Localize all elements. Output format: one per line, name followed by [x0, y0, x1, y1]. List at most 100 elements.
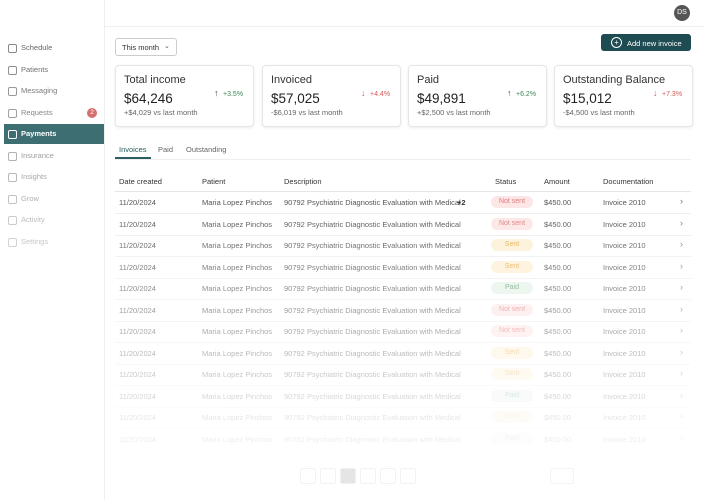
documentation-cell: Invoice 2010 — [603, 327, 646, 336]
table-row[interactable]: 11/20/2024 Maria Lopez Pinchos 90792 Psych… — [115, 407, 691, 429]
patient-cell: Maria Lopez Pinchos — [202, 434, 273, 444]
card-value: $15,012 — [563, 91, 612, 106]
nav-item[interactable]: Schedule — [4, 38, 104, 58]
change-arrow: ↓ — [361, 88, 366, 98]
page-button[interactable] — [320, 468, 336, 484]
page-button[interactable] — [360, 468, 376, 484]
column-header: Documentation — [603, 177, 654, 186]
nav-badge: 2 — [87, 107, 97, 118]
nav-icon — [8, 194, 17, 204]
nav-label: Messaging — [21, 86, 58, 95]
amount-cell: $450.00 — [544, 241, 572, 250]
patient-cell: Maria Lopez Pinchos — [202, 219, 273, 229]
card-title: Total income — [124, 74, 186, 86]
table-row[interactable]: 11/20/2024 Maria Lopez Pinchos 90792 Psych… — [115, 364, 691, 386]
nav-icon — [8, 87, 17, 96]
documentation-cell: Invoice 2010 — [603, 284, 646, 293]
table-row[interactable]: 11/20/2024 Maria Lopez Pinchos 90792 Psych… — [115, 300, 691, 322]
nav-item[interactable]: Activity — [4, 210, 104, 230]
card-title: Invoiced — [271, 74, 312, 86]
page-button[interactable] — [300, 468, 316, 484]
description-cell: 90792 Psychiatric Diagnostic Evaluation … — [284, 262, 461, 272]
nav-item[interactable]: Messaging — [4, 81, 104, 101]
page-button[interactable] — [380, 468, 396, 484]
page-button[interactable] — [400, 468, 416, 484]
description-cell: 90792 Psychiatric Diagnostic Evaluation … — [284, 284, 461, 293]
card-note: -$6,019 vs last month — [271, 108, 343, 117]
nav-item[interactable]: Insights — [4, 167, 104, 187]
table-row[interactable]: 11/20/2024 Maria Lopez Pinchos 90792 Psych… — [115, 235, 691, 257]
documentation-cell: Invoice 2010 — [603, 198, 646, 207]
nav-icon — [8, 108, 17, 118]
table-row[interactable]: 11/20/2024 Maria Lopez Pinchos 90792 Psych… — [115, 278, 691, 300]
documentation-cell: Invoice 2010 — [603, 241, 646, 250]
column-header: Amount — [544, 177, 570, 186]
nav-icon — [8, 44, 17, 53]
table-row[interactable]: 11/20/2024 Maria Lopez Pinchos 90792 Psych… — [115, 321, 691, 343]
description-cell: 90792 Psychiatric Diagnostic Evaluation … — [284, 413, 461, 422]
nav-icon — [8, 65, 17, 75]
description-cell: 90792 Psychiatric Diagnostic Evaluation … — [284, 391, 461, 401]
nav-item[interactable]: Requests 2 — [4, 103, 104, 123]
stat-card: Paid $49,891 +$2,500 vs last month ↑ +6.2% — [408, 65, 547, 127]
avatar[interactable]: DS — [674, 5, 690, 21]
page-button[interactable] — [340, 468, 356, 484]
tab[interactable]: Outstanding — [186, 145, 227, 154]
column-header: Description — [284, 177, 322, 186]
date-cell: 11/20/2024 — [119, 327, 156, 336]
table-row[interactable]: 11/20/2024 Maria Lopez Pinchos 90792 Psych… — [115, 192, 691, 214]
table-row[interactable]: 11/20/2024 Maria Lopez Pinchos 90792 Psych… — [115, 257, 691, 279]
tab[interactable]: Invoices — [119, 145, 147, 154]
nav-item[interactable]: Grow — [4, 189, 104, 209]
date-cell: 11/20/2024 — [119, 241, 156, 250]
tab[interactable]: Paid — [158, 145, 174, 154]
nav-item[interactable]: Payments — [4, 124, 104, 144]
nav-item[interactable]: Settings — [4, 232, 104, 252]
card-title: Paid — [417, 74, 440, 86]
stat-card: Total income $64,246 +$4,029 vs last month… — [115, 65, 254, 127]
date-cell: 11/20/2024 — [119, 434, 156, 444]
period-dropdown[interactable]: This month ⌄ — [115, 38, 177, 56]
nav-label: Schedule — [21, 43, 53, 52]
chevron: ⌄ — [164, 43, 170, 50]
nav-item[interactable]: Patients — [4, 60, 104, 80]
patient-cell: Maria Lopez Pinchos — [202, 327, 273, 336]
amount-cell: $450.00 — [544, 413, 572, 422]
table-row[interactable]: 11/20/2024 Maria Lopez Pinchos 90792 Psych… — [115, 214, 691, 236]
amount-cell: $450.00 — [544, 198, 572, 207]
page-size[interactable] — [550, 468, 574, 484]
status-pill: Paid — [491, 282, 533, 294]
column-header: Date created — [119, 177, 162, 186]
plus-icon: + — [611, 37, 622, 48]
card-value: $57,025 — [271, 91, 320, 106]
table-row[interactable]: 11/20/2024 Maria Lopez Pinchos 90792 Psych… — [115, 343, 691, 365]
amount-cell: $450.00 — [544, 284, 572, 293]
table-row[interactable]: 11/20/2024 Maria Lopez Pinchos 90792 Psych… — [115, 386, 691, 408]
date-cell: 11/20/2024 — [119, 198, 156, 207]
date-cell: 11/20/2024 — [119, 391, 156, 401]
description-cell: 90792 Psychiatric Diagnostic Evaluation … — [284, 305, 461, 315]
status-pill: Sent — [491, 411, 533, 423]
nav-label: Insights — [21, 172, 47, 181]
row-chevron: › — [680, 325, 683, 335]
nav-label: Payments — [21, 129, 57, 138]
status-pill: Sent — [491, 368, 533, 380]
change-arrow: ↑ — [214, 88, 219, 98]
date-cell: 11/20/2024 — [119, 262, 156, 272]
card-change: +4.4% — [370, 91, 391, 98]
row-chevron: › — [680, 260, 683, 271]
card-value: $49,891 — [417, 91, 466, 106]
amount-cell: $450.00 — [544, 327, 572, 336]
nav-icon — [8, 237, 17, 247]
stat-card: Outstanding Balance $15,012 -$4,500 vs las… — [554, 65, 693, 127]
patient-cell: Maria Lopez Pinchos — [202, 305, 273, 315]
status-pill: Not sent — [491, 217, 533, 230]
nav-label: Activity — [21, 215, 45, 224]
amount-cell: $450.00 — [544, 219, 572, 229]
table-row[interactable]: 11/20/2024 Maria Lopez Pinchos 90792 Psych… — [115, 429, 691, 451]
nav-item[interactable]: Insurance — [4, 146, 104, 166]
card-note: +$4,029 vs last month — [124, 108, 198, 117]
card-note: +$2,500 vs last month — [417, 108, 491, 117]
add-invoice-button[interactable]: + Add new invoice — [601, 34, 691, 51]
